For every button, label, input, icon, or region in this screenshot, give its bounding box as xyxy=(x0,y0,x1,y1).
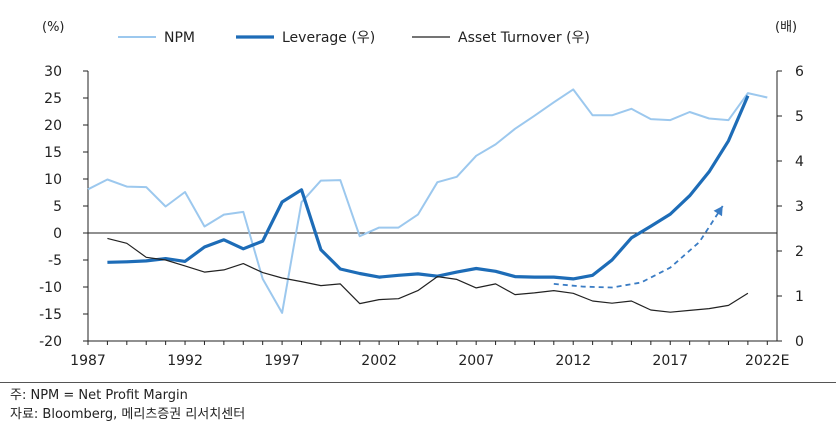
left-tick-label: -15 xyxy=(39,307,62,323)
right-axis-unit: (배) xyxy=(775,20,797,35)
legend-label: NPM xyxy=(164,30,195,46)
series-line-3 xyxy=(107,237,749,313)
series-layer xyxy=(87,88,768,314)
left-tick-label: 25 xyxy=(44,91,62,107)
legend-label: Asset Turnover (우) xyxy=(458,30,590,46)
x-tick-label: 1992 xyxy=(167,353,203,369)
legend-label: Leverage (우) xyxy=(282,30,375,46)
right-tick-label: 0 xyxy=(795,334,804,350)
left-tick-label: -5 xyxy=(48,253,62,269)
right-tick-label: 5 xyxy=(795,109,804,125)
legend: NPM Leverage (우) Asset Turnover (우) xyxy=(118,30,590,46)
right-tick-label: 1 xyxy=(795,289,804,305)
left-tick-label: 20 xyxy=(44,118,62,134)
right-tick-label: 3 xyxy=(795,199,804,215)
left-tick-label: 15 xyxy=(44,145,62,161)
x-tick-label: 2007 xyxy=(458,353,494,369)
left-tick-label: 0 xyxy=(53,226,62,242)
x-tick-label: 2002 xyxy=(361,353,397,369)
left-tick-label: 5 xyxy=(53,199,62,215)
footer-rule xyxy=(0,382,836,383)
source-note: 자료: Bloomberg, 메리츠증권 리서치센터 xyxy=(10,407,246,422)
right-tick-label: 4 xyxy=(795,154,804,170)
trend-arrow-line xyxy=(553,205,724,289)
left-tick-label: 10 xyxy=(44,172,62,188)
chart-notes: 주: NPM = Net Profit Margin 자료: Bloomberg… xyxy=(10,386,245,424)
left-tick-label: -10 xyxy=(39,280,62,296)
right-tick-label: 2 xyxy=(795,244,804,260)
right-tick-label: 6 xyxy=(795,64,804,80)
footnote: 주: NPM = Net Profit Margin xyxy=(10,388,188,403)
left-axis-unit: (%) xyxy=(42,20,65,35)
x-tick-label: 2017 xyxy=(652,353,688,369)
x-tick-label: 1997 xyxy=(264,353,300,369)
left-tick-label: -20 xyxy=(39,334,62,350)
series-line-1 xyxy=(87,88,768,314)
chart-svg: NPM Leverage (우) Asset Turnover (우) (%) (배… xyxy=(39,20,804,369)
series-line-2 xyxy=(107,95,750,281)
x-tick-label: 1987 xyxy=(70,353,106,369)
trend-arrow-head xyxy=(713,206,723,217)
left-tick-label: 30 xyxy=(44,64,62,80)
x-tick-label: 2012 xyxy=(555,353,591,369)
x-tick-label: 2022E xyxy=(745,353,789,369)
